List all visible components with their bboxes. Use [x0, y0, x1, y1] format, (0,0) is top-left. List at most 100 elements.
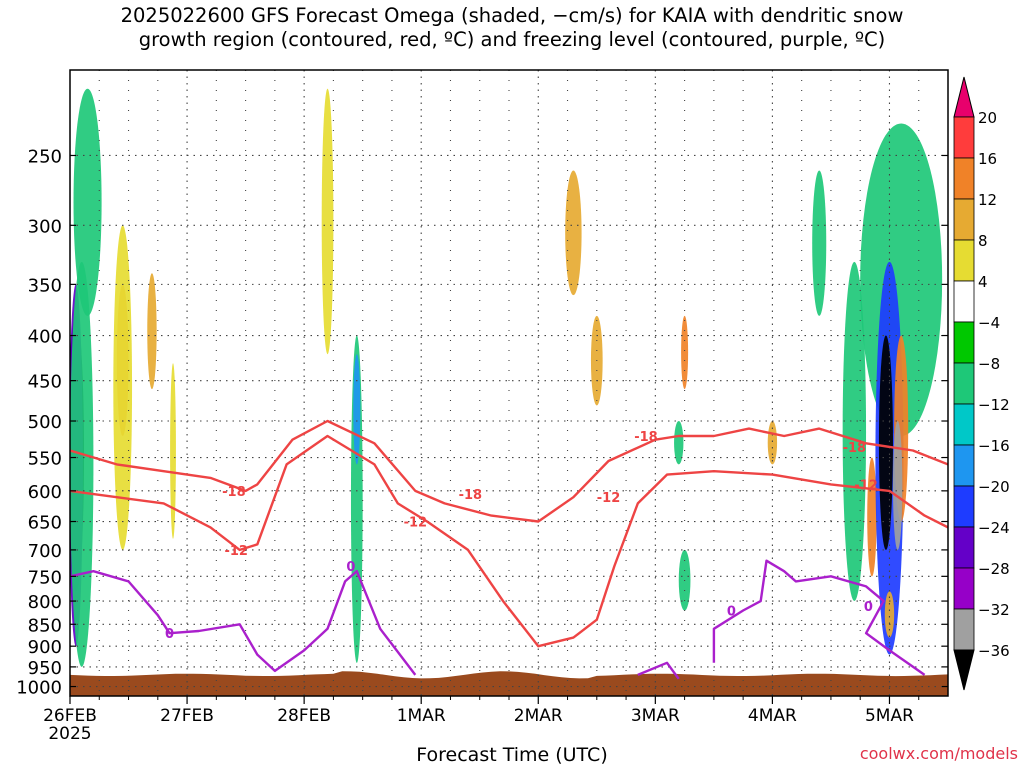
colorbar-label: 8 [978, 232, 988, 250]
y-tick-label: 850 [28, 615, 62, 636]
x-tick-label: 1MAR [397, 706, 446, 726]
y-tick-label: 800 [28, 592, 62, 613]
y-tick-label: 700 [28, 541, 62, 562]
x-axis-title: Forecast Time (UTC) [416, 744, 608, 766]
contour-label: -12 [854, 478, 878, 493]
colorbar-label: −36 [978, 642, 1010, 660]
colorbar-swatch [953, 239, 975, 282]
omega-region [674, 421, 684, 465]
colorbar-label: 4 [978, 273, 988, 291]
omega-region [867, 457, 877, 577]
colorbar-swatch [953, 403, 975, 446]
x-tick-label: 28FEB [277, 706, 331, 726]
colorbar-label: 20 [978, 109, 997, 127]
omega-region [892, 421, 903, 550]
omega-shading [70, 88, 943, 667]
contour-label: -18 [222, 485, 246, 500]
contour-label: -12 [224, 544, 248, 559]
contour-label: -18 [843, 441, 867, 456]
colorbar-label: −32 [978, 601, 1010, 619]
colorbar-swatch [953, 157, 975, 200]
colorbar: 20 16 12 8 4 −4 −8 −12 −16 −20 −24 −28 −32 −36 [953, 76, 1010, 691]
contour-label: 0 [165, 627, 174, 642]
omega-region [353, 354, 361, 465]
omega-region [812, 170, 827, 316]
colorbar-swatch [953, 485, 975, 528]
contour-label: -18 [459, 488, 483, 503]
y-axis: 2503003504004505005506006507007508008509… [16, 146, 948, 699]
omega-region [170, 363, 176, 539]
x-tick-label: 27FEB [160, 706, 214, 726]
credit-text: coolwx.com/models [859, 744, 1018, 763]
contour-label: 0 [864, 600, 873, 615]
y-tick-label: 600 [28, 482, 62, 503]
plot-frame [69, 69, 949, 697]
x-tick-label: 4MAR [748, 706, 797, 726]
surface-terrain [70, 671, 948, 696]
x-tick-label: 5MAR [865, 706, 914, 726]
colorbar-swatch [953, 362, 975, 405]
omega-region [884, 591, 895, 638]
y-tick-label: 1000 [16, 678, 62, 699]
contour-label: -18 [634, 430, 658, 445]
omega-region [878, 335, 893, 550]
y-tick-label: 300 [28, 216, 62, 237]
y-tick-label: 500 [28, 412, 62, 433]
omega-region [147, 273, 157, 390]
omega-region [321, 88, 334, 355]
terrain-fill [70, 671, 948, 696]
colorbar-label: −8 [978, 355, 1000, 373]
colorbar-label: −20 [978, 478, 1010, 496]
y-tick-label: 350 [28, 275, 62, 296]
contour-label: -12 [404, 516, 428, 531]
colorbar-swatch [953, 567, 975, 610]
grid [70, 70, 948, 696]
x-tick-sublabel: 2025 [48, 724, 91, 744]
contour-line-0 [70, 570, 417, 676]
contour-line-0 [712, 559, 926, 676]
contour-label: 0 [727, 605, 736, 620]
y-tick-label: 250 [28, 146, 62, 167]
colorbar-swatch [953, 444, 975, 487]
y-tick-label: 900 [28, 637, 62, 658]
colorbar-label: −24 [978, 519, 1010, 537]
contour-label: 0 [346, 560, 355, 575]
colorbar-swatch [953, 116, 975, 159]
colorbar-swatch [953, 321, 975, 364]
colorbar-swatch [953, 198, 975, 241]
omega-region [70, 261, 94, 667]
contour-line--12 [70, 434, 948, 648]
colorbar-label: 16 [978, 150, 997, 168]
y-tick-label: 550 [28, 449, 62, 470]
chart-title: 2025022600 GFS Forecast Omega (shaded, −… [0, 4, 1024, 52]
y-tick-label: 400 [28, 327, 62, 348]
omega-region [73, 88, 102, 316]
colorbar-swatch [953, 608, 975, 651]
title-line-1: 2025022600 GFS Forecast Omega (shaded, −… [120, 4, 904, 27]
omega-region [842, 261, 867, 602]
contour-labels: -18 -18 -18 -18 -12 -12 -12 -12 0 0 0 0 [165, 430, 878, 642]
contour-lines [70, 419, 948, 680]
colorbar-swatch [953, 526, 975, 569]
y-tick-label: 450 [28, 372, 62, 393]
colorbar-label: 12 [978, 191, 997, 209]
omega-region [681, 315, 689, 390]
y-tick-label: 650 [28, 513, 62, 534]
x-tick-label: 26FEB [43, 706, 97, 726]
contour-line-0 [637, 661, 680, 680]
x-tick-label: 3MAR [631, 706, 680, 726]
omega-region [113, 225, 133, 550]
x-tick-label: 2MAR [514, 706, 563, 726]
colorbar-bottom-arrow [953, 649, 975, 691]
contour-label: -12 [597, 491, 621, 506]
omega-region [565, 170, 582, 296]
colorbar-label: −12 [978, 396, 1010, 414]
colorbar-label: −16 [978, 437, 1010, 455]
title-line-2: growth region (contoured, red, ºC) and f… [138, 28, 886, 51]
y-tick-label: 750 [28, 567, 62, 588]
colorbar-label: −28 [978, 560, 1010, 578]
y-tick-label: 950 [28, 658, 62, 679]
colorbar-swatch [953, 280, 975, 323]
